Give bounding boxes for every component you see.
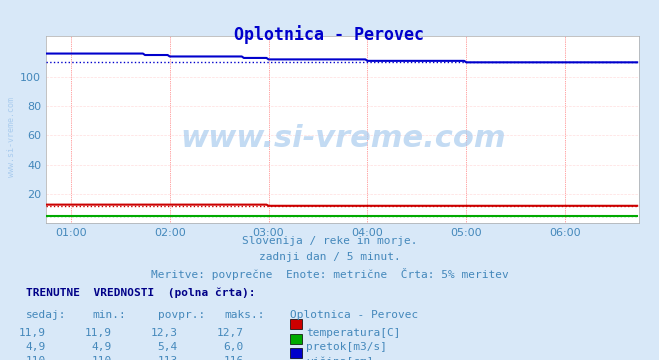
Text: 110: 110 (26, 356, 46, 360)
Text: zadnji dan / 5 minut.: zadnji dan / 5 minut. (258, 252, 401, 262)
Text: 116: 116 (223, 356, 244, 360)
Text: Slovenija / reke in morje.: Slovenija / reke in morje. (242, 236, 417, 246)
Text: min.:: min.: (92, 310, 126, 320)
Text: maks.:: maks.: (224, 310, 264, 320)
Text: 11,9: 11,9 (85, 328, 112, 338)
Text: TRENUTNE  VREDNOSTI  (polna črta):: TRENUTNE VREDNOSTI (polna črta): (26, 288, 256, 298)
Text: povpr.:: povpr.: (158, 310, 206, 320)
Text: www.si-vreme.com: www.si-vreme.com (7, 97, 16, 177)
Text: temperatura[C]: temperatura[C] (306, 328, 401, 338)
Text: 4,9: 4,9 (92, 342, 112, 352)
Text: 113: 113 (158, 356, 178, 360)
Text: 12,3: 12,3 (151, 328, 178, 338)
Text: www.si-vreme.com: www.si-vreme.com (180, 125, 505, 153)
Text: Oplotnica - Perovec: Oplotnica - Perovec (235, 25, 424, 44)
Text: Oplotnica - Perovec: Oplotnica - Perovec (290, 310, 418, 320)
Text: višina[cm]: višina[cm] (306, 356, 374, 360)
Text: 5,4: 5,4 (158, 342, 178, 352)
Text: 6,0: 6,0 (223, 342, 244, 352)
Text: 12,7: 12,7 (217, 328, 244, 338)
Text: pretok[m3/s]: pretok[m3/s] (306, 342, 387, 352)
Text: 110: 110 (92, 356, 112, 360)
Text: 4,9: 4,9 (26, 342, 46, 352)
Text: sedaj:: sedaj: (26, 310, 67, 320)
Text: Meritve: povprečne  Enote: metrične  Črta: 5% meritev: Meritve: povprečne Enote: metrične Črta:… (151, 268, 508, 280)
Text: 11,9: 11,9 (19, 328, 46, 338)
